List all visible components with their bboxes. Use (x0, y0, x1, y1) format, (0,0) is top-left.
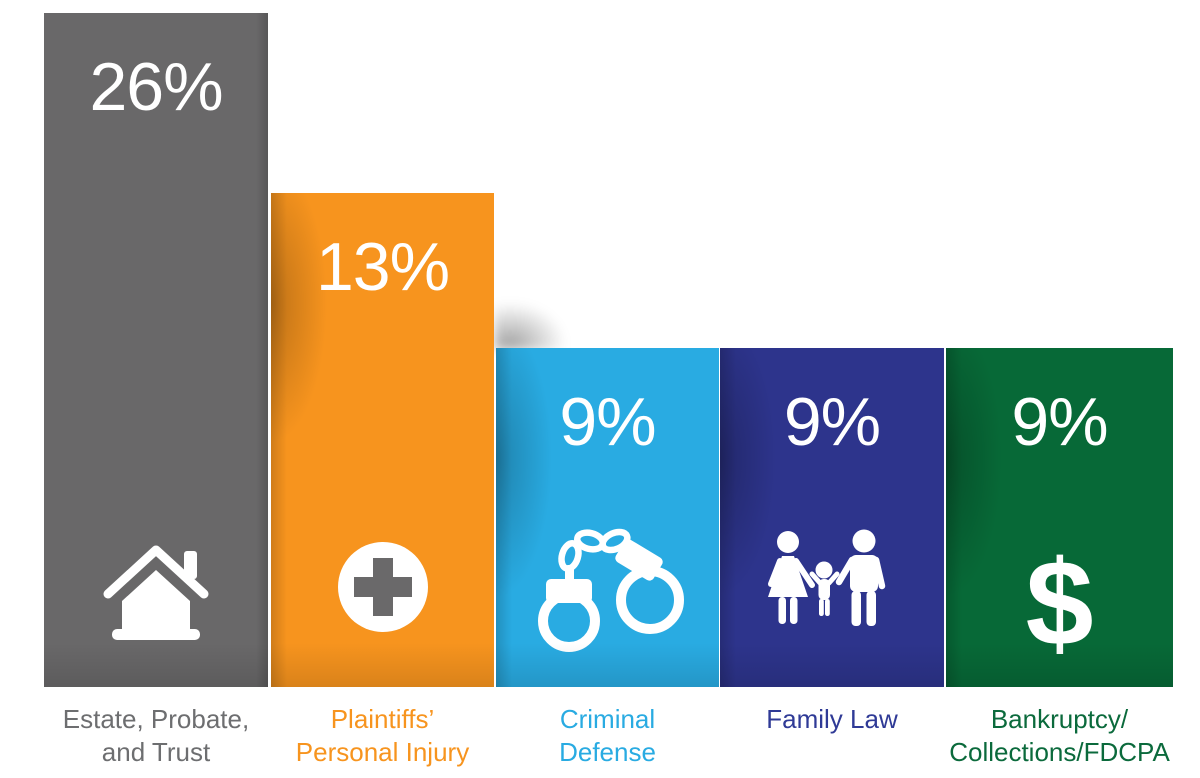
bar-bottom-shade (720, 643, 944, 687)
handcuffs-icon (496, 525, 719, 653)
category-label-line: and Trust (101, 737, 211, 767)
bar-category-label-estate-probate-trust: Estate, Probate, and Trust (19, 703, 293, 769)
category-label-line: Defense (559, 737, 656, 767)
category-label-line: Plaintiffs’ (330, 704, 435, 734)
dollar-icon: $ (946, 534, 1173, 671)
medical-cross-icon (271, 541, 494, 633)
bar-bottom-shade (44, 643, 268, 687)
bar-category-label-family-law: Family Law (695, 703, 969, 736)
bar-family-law: 9% (720, 348, 944, 687)
bar-value-label: 9% (1011, 384, 1108, 460)
bar-bankruptcy-collections-fdcpa: 9% $ (946, 348, 1173, 687)
category-label-line: Family Law (766, 704, 898, 734)
category-label-line: Personal Injury (295, 737, 470, 767)
bar-estate-probate-trust: 26% (44, 13, 268, 687)
category-label-line: Bankruptcy/ (990, 704, 1129, 734)
bar-category-label-bankruptcy-collections-fdcpa: Bankruptcy/Collections/FDCPA (921, 703, 1198, 769)
dollar-sign-glyph: $ (1025, 534, 1094, 671)
bar-plaintiffs-personal-injury: 13% (271, 193, 494, 687)
bar-value-label: 9% (783, 384, 881, 460)
bar-criminal-defense: 9% (496, 348, 719, 687)
category-label-line: Criminal (559, 704, 656, 734)
family-icon (720, 529, 944, 647)
bar-category-label-criminal-defense: Criminal Defense (471, 703, 744, 769)
house-icon (44, 537, 268, 641)
page-curl-shadow (494, 296, 574, 350)
bar-bottom-shade (271, 643, 494, 687)
category-label-line: Estate, Probate, (62, 704, 250, 734)
bar-value-label: 13% (315, 229, 450, 305)
bar-value-label: 9% (559, 384, 656, 460)
category-label-line: Collections/FDCPA (949, 737, 1170, 767)
bar-category-label-plaintiffs-personal-injury: Plaintiffs’ Personal Injury (246, 703, 519, 769)
bar-value-label: 26% (89, 49, 223, 125)
